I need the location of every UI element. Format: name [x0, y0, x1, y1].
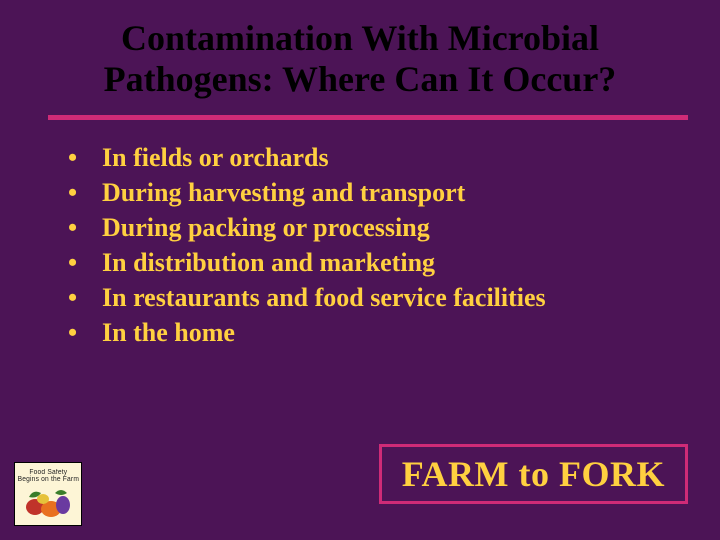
bullet-list: In fields or orchards During harvesting …	[48, 140, 672, 351]
slide: Contamination With Microbial Pathogens: …	[0, 0, 720, 540]
title-divider	[48, 115, 688, 120]
food-safety-logo: Food Safety Begins on the Farm	[14, 462, 82, 526]
logo-text-top: Food Safety	[29, 469, 67, 476]
logo-text-bottom: Begins on the Farm	[17, 476, 78, 483]
produce-icon	[21, 485, 75, 519]
logo-text: Food Safety Begins on the Farm	[17, 469, 78, 484]
list-item: In distribution and marketing	[68, 245, 672, 280]
callout-box: FARM to FORK	[379, 444, 688, 504]
list-item: In the home	[68, 315, 672, 350]
list-item: In fields or orchards	[68, 140, 672, 175]
list-item: In restaurants and food service faciliti…	[68, 280, 672, 315]
slide-title: Contamination With Microbial Pathogens: …	[48, 18, 672, 101]
list-item: During harvesting and transport	[68, 175, 672, 210]
list-item: During packing or processing	[68, 210, 672, 245]
